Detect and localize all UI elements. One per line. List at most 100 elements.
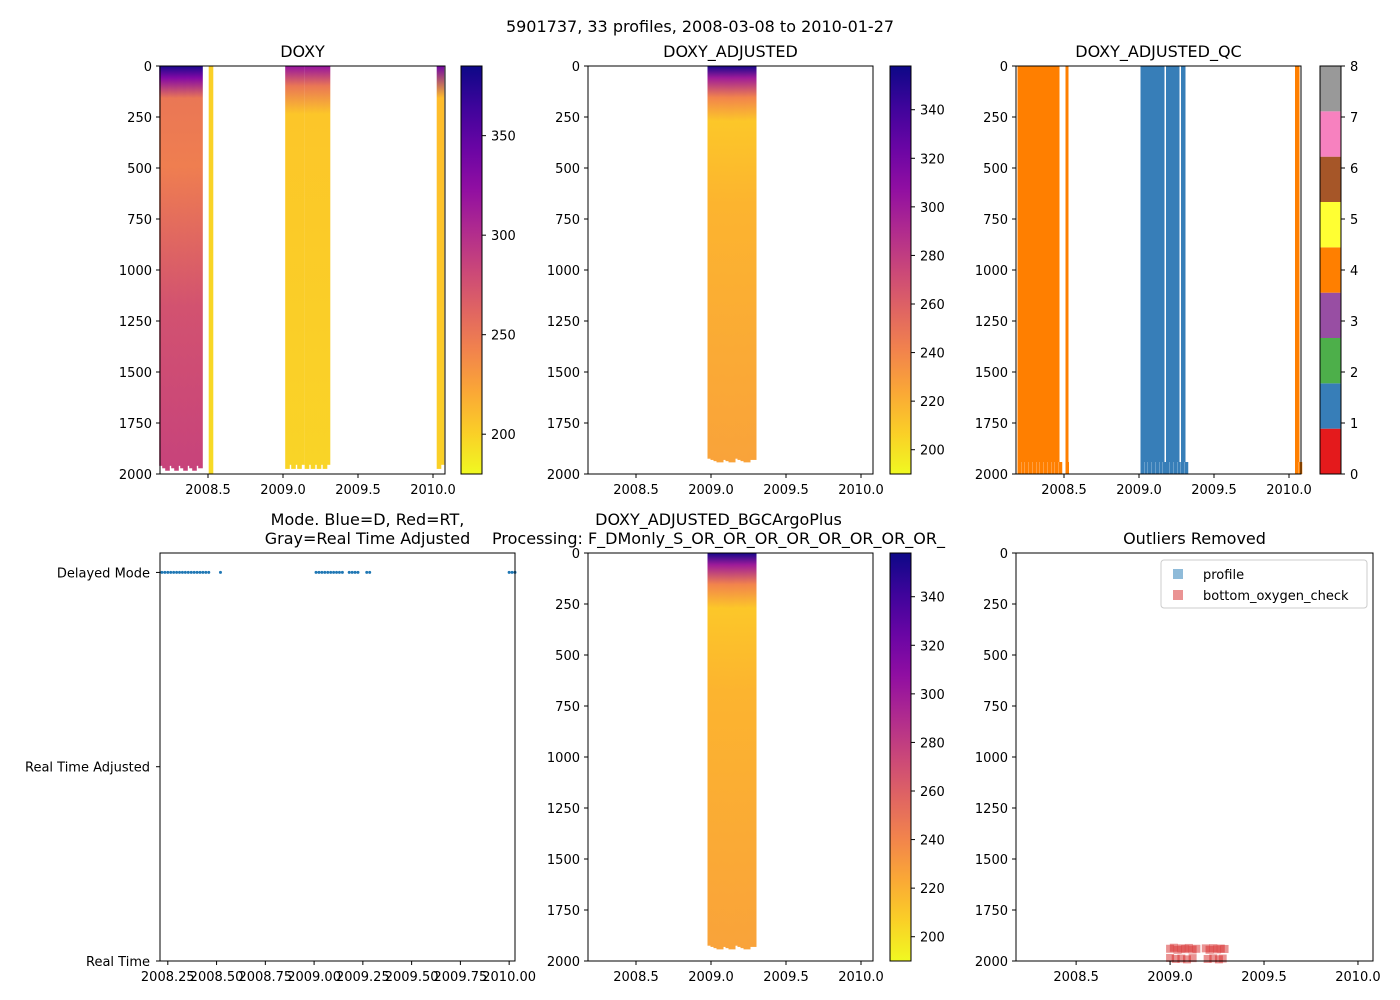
x-tick-label: 2010.0 <box>838 483 884 498</box>
qc-segment <box>1295 66 1300 462</box>
x-tick-label: 2009.50 <box>385 970 439 985</box>
profile-column <box>322 66 328 469</box>
panel-subtitle: Gray=Real Time Adjusted <box>265 529 471 548</box>
x-tick-label: 2010.0 <box>1266 483 1312 498</box>
y-tick-label: 1000 <box>119 264 152 279</box>
qc-bottom-tick <box>1047 462 1051 474</box>
mode-point <box>198 570 202 574</box>
mode-point <box>204 570 208 574</box>
mode-point <box>320 570 324 574</box>
profile-column <box>285 66 290 469</box>
colorbar-tick-label: 300 <box>491 229 516 244</box>
colorbar-tick-label: 0 <box>1350 468 1358 483</box>
x-tick-label: 2010.0 <box>1335 970 1381 985</box>
y-tick-label: 1750 <box>119 417 152 432</box>
x-tick-label: 2009.0 <box>260 483 306 498</box>
legend-marker-profile <box>1173 569 1183 579</box>
colorbar-segment <box>1320 247 1341 293</box>
profile-column <box>749 553 757 947</box>
mode-point <box>314 570 318 574</box>
qc-bottom-tick <box>1036 462 1040 474</box>
x-tick-label: 2009.5 <box>1241 970 1287 985</box>
mode-point <box>335 570 339 574</box>
y-tick-label: 250 <box>127 111 152 126</box>
qc-bottom-tick <box>1155 462 1159 474</box>
y-tick-label: 500 <box>555 649 580 664</box>
colorbar-tick-label: 260 <box>920 298 945 313</box>
y-tick-label: 1000 <box>547 264 580 279</box>
x-tick-label: 2009.5 <box>335 483 381 498</box>
x-tick-label: 2009.00 <box>287 970 341 985</box>
axes-frame <box>1015 65 1302 475</box>
y-tick-label: 1500 <box>119 366 152 381</box>
mode-point <box>178 570 182 574</box>
colorbar-tick-label: 250 <box>491 329 516 344</box>
y-tick-label: 1750 <box>547 417 580 432</box>
x-tick-label: 2009.5 <box>763 970 809 985</box>
mode-point <box>365 570 369 574</box>
mode-point <box>326 570 330 574</box>
colorbar-tick-label: 340 <box>920 104 945 119</box>
profile-column <box>294 66 299 465</box>
mode-point <box>195 570 199 574</box>
outlier-point <box>1177 954 1186 963</box>
y-tick-label: Delayed Mode <box>57 566 150 581</box>
profile-column <box>159 66 164 466</box>
axes-frame <box>159 552 516 962</box>
qc-bottom-tick <box>1021 462 1025 474</box>
colorbar <box>889 552 912 962</box>
y-tick-label: 0 <box>572 547 580 562</box>
colorbar-segment <box>1320 292 1341 338</box>
colorbar-tick-label: 4 <box>1350 264 1358 279</box>
profile-column <box>186 66 191 466</box>
axes-frame <box>587 552 874 962</box>
outlier-point <box>1188 954 1197 963</box>
x-tick-label: 2008.50 <box>190 970 244 985</box>
panel-title: Mode. Blue=D, Red=RT, <box>271 510 465 529</box>
panel-bgc: 2008.5 2009.0 2009.5 2010.0 0 250 500 750 1000 12… <box>492 510 946 985</box>
x-tick-label: 2008.5 <box>1053 970 1099 985</box>
colorbar-tick-label: 240 <box>920 834 945 849</box>
colorbar-segment <box>1320 111 1341 157</box>
profile-column <box>307 66 313 465</box>
y-tick-label: 1750 <box>547 904 580 919</box>
profile-column <box>291 66 296 469</box>
colorbar-tick-label: 220 <box>920 395 945 410</box>
mode-point <box>329 570 333 574</box>
x-tick-label: 2009.0 <box>1147 970 1193 985</box>
x-tick-label: 2010.0 <box>410 483 456 498</box>
qc-bottom-tick <box>1148 462 1152 474</box>
mode-point <box>180 570 184 574</box>
profile-column <box>749 66 757 460</box>
mode-point <box>175 570 179 574</box>
y-tick-label: Real Time Adjusted <box>25 761 150 776</box>
qc-bottom-tick <box>1028 462 1033 474</box>
mode-point <box>356 570 360 574</box>
colorbar <box>889 65 912 475</box>
y-tick-label: 2000 <box>547 955 580 970</box>
colorbar-tick-label: 340 <box>920 591 945 606</box>
qc-segment <box>1181 66 1186 462</box>
outlier-point <box>1192 944 1201 953</box>
qc-bottom-tick <box>1166 462 1170 474</box>
profile-column <box>319 66 325 465</box>
profile-column <box>728 553 736 950</box>
outlier-point <box>1171 954 1180 963</box>
outlier-point <box>1220 944 1229 953</box>
profile-column <box>183 66 188 471</box>
x-tick-label: 2008.5 <box>185 483 231 498</box>
qc-bottom-tick <box>1159 462 1163 474</box>
profile-column <box>288 66 293 465</box>
colorbar-tick-label: 320 <box>920 639 945 654</box>
legend-label: bottom_oxygen_check <box>1203 589 1349 604</box>
x-tick-label: 2009.5 <box>1191 483 1237 498</box>
colorbar-tick-label: 1 <box>1350 417 1358 432</box>
colorbar-tick-label: 260 <box>920 785 945 800</box>
mode-point <box>347 570 351 574</box>
x-tick-label: 2009.5 <box>763 483 809 498</box>
profile-column <box>728 66 736 463</box>
x-tick-label: 2010.0 <box>838 970 884 985</box>
mode-point <box>332 570 336 574</box>
y-tick-label: 1250 <box>547 315 580 330</box>
colorbar-tick-label: 280 <box>920 736 945 751</box>
